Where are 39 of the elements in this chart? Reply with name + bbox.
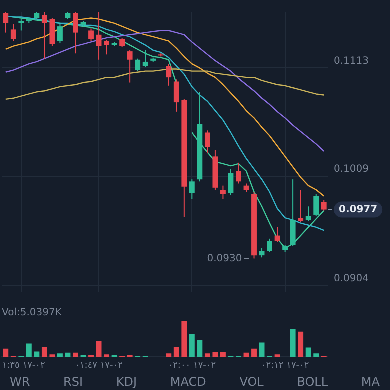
bar — [57, 354, 63, 358]
bar — [73, 352, 78, 358]
x-tick-label: ٠٢-١٧ ٠١:٤٧ — [75, 360, 124, 371]
bar — [189, 334, 195, 358]
ref-line-label: 0.0977 — [339, 204, 378, 216]
text: MACD — [170, 375, 206, 389]
bar — [252, 348, 257, 358]
bar — [34, 352, 40, 358]
bar — [104, 354, 110, 358]
bar — [259, 342, 265, 358]
text: MA — [361, 375, 380, 389]
x-tick-label: ٠٢-١٧ ٠٢:٠٠ — [168, 360, 216, 371]
bar — [197, 340, 203, 358]
bar — [298, 332, 304, 358]
bar — [220, 352, 226, 358]
text: VOL — [240, 375, 264, 389]
bar — [174, 347, 180, 358]
y-tick-label: 0.0904 — [334, 273, 369, 284]
x-tick-label: ٠٢-١٧ ٠٢:١٢ — [261, 360, 310, 371]
text: WR — [10, 375, 30, 389]
annotation: 0.0930 — [207, 253, 242, 264]
bar — [42, 347, 48, 358]
bar — [212, 352, 218, 358]
bar — [3, 348, 9, 358]
text: RSI — [64, 375, 84, 389]
bar — [306, 348, 312, 358]
bar — [26, 344, 32, 358]
bar — [50, 354, 56, 358]
bar — [204, 354, 210, 358]
text: KDJ — [116, 375, 138, 389]
chart-title: Vol:5.0397K — [2, 308, 62, 319]
y-tick-label: 0.1009 — [334, 164, 369, 176]
text: BOLL — [297, 375, 328, 389]
bar — [274, 354, 280, 358]
bar — [290, 329, 296, 358]
bar — [314, 354, 320, 358]
y-tick-label: 0.1113 — [334, 56, 369, 67]
bar — [166, 354, 172, 358]
bar — [182, 321, 188, 358]
